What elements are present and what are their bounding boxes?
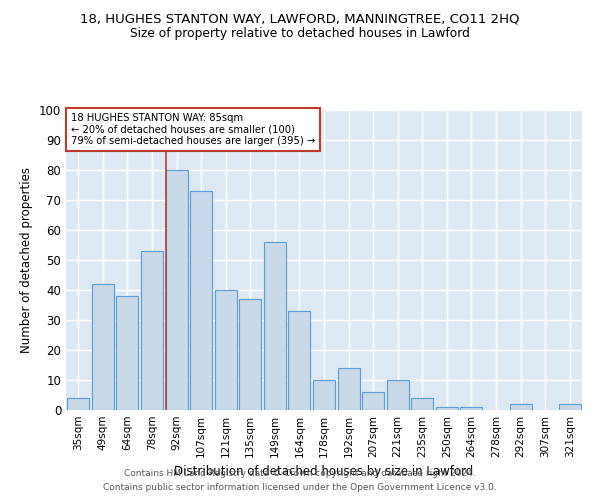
Bar xyxy=(141,251,163,410)
Bar xyxy=(460,407,482,410)
Bar xyxy=(313,380,335,410)
Bar xyxy=(386,380,409,410)
Bar xyxy=(215,290,237,410)
Bar xyxy=(190,191,212,410)
Bar xyxy=(289,311,310,410)
Text: Size of property relative to detached houses in Lawford: Size of property relative to detached ho… xyxy=(130,28,470,40)
Bar xyxy=(166,170,188,410)
Bar xyxy=(411,398,433,410)
Bar xyxy=(116,296,139,410)
Bar xyxy=(509,404,532,410)
Bar xyxy=(67,398,89,410)
Text: 18 HUGHES STANTON WAY: 85sqm
← 20% of detached houses are smaller (100)
79% of s: 18 HUGHES STANTON WAY: 85sqm ← 20% of de… xyxy=(71,113,316,146)
Bar xyxy=(362,392,384,410)
Text: 18, HUGHES STANTON WAY, LAWFORD, MANNINGTREE, CO11 2HQ: 18, HUGHES STANTON WAY, LAWFORD, MANNING… xyxy=(80,12,520,26)
Bar xyxy=(264,242,286,410)
Bar xyxy=(559,404,581,410)
Bar xyxy=(92,284,114,410)
Bar xyxy=(239,299,262,410)
Text: Contains public sector information licensed under the Open Government Licence v3: Contains public sector information licen… xyxy=(103,484,497,492)
Bar xyxy=(436,407,458,410)
Bar xyxy=(338,368,359,410)
X-axis label: Distribution of detached houses by size in Lawford: Distribution of detached houses by size … xyxy=(175,466,473,478)
Text: Contains HM Land Registry data © Crown copyright and database right 2024.: Contains HM Land Registry data © Crown c… xyxy=(124,468,476,477)
Y-axis label: Number of detached properties: Number of detached properties xyxy=(20,167,34,353)
